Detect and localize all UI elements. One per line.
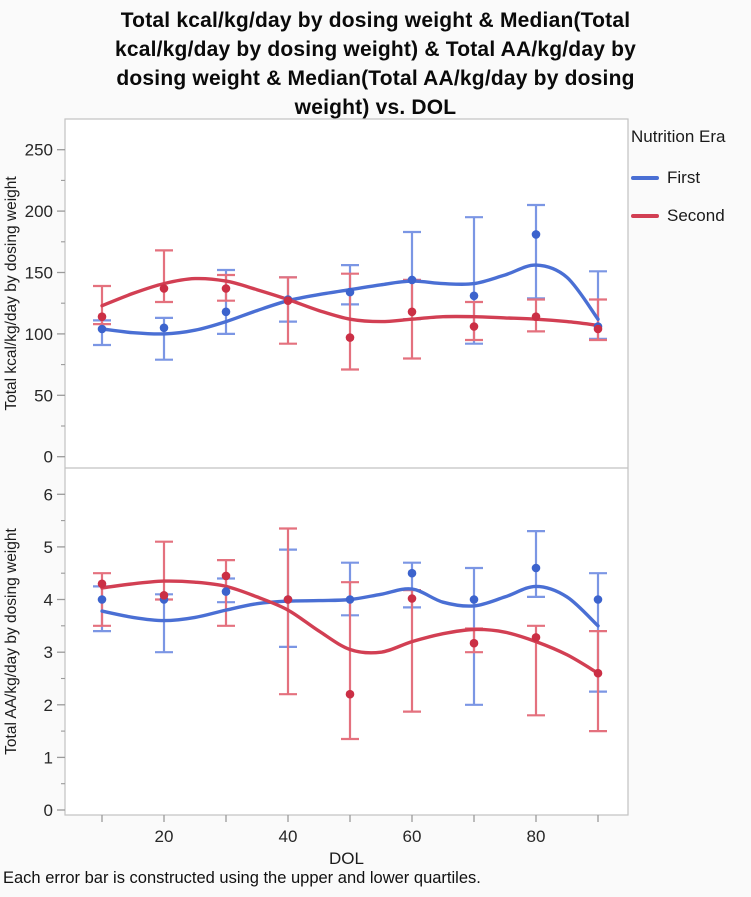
svg-text:200: 200 (25, 202, 53, 221)
svg-text:1: 1 (44, 748, 53, 767)
svg-text:20: 20 (155, 827, 174, 846)
svg-text:2: 2 (44, 696, 53, 715)
chart-title-line: kcal/kg/day by dosing weight) & Total AA… (114, 38, 637, 61)
legend-item-first: First (631, 167, 725, 189)
svg-text:100: 100 (25, 325, 53, 344)
svg-text:Total AA/kg/day by dosing weig: Total AA/kg/day by dosing weight (3, 528, 20, 755)
svg-text:Total kcal/kg/day by dosing we: Total kcal/kg/day by dosing weight (3, 176, 20, 411)
chart-title: Total kcal/kg/day by dosing weight & Med… (0, 6, 751, 122)
legend-title: Nutrition Era (631, 127, 726, 146)
svg-text:60: 60 (403, 827, 422, 846)
chart-title-line: Total kcal/kg/day by dosing weight & Med… (120, 9, 631, 32)
svg-text:3: 3 (44, 643, 53, 662)
svg-text:80: 80 (527, 827, 546, 846)
legend-line-swatch-first (631, 176, 659, 180)
legend-label: Second (667, 206, 725, 225)
svg-text:40: 40 (279, 827, 298, 846)
svg-text:5: 5 (44, 538, 53, 557)
error-bar-footnote: Each error bar is constructed using the … (3, 869, 481, 887)
chart-title-line: dosing weight & Median(Total AA/kg/day b… (116, 67, 635, 90)
legend-label: First (667, 168, 701, 187)
legend-item-second: Second (631, 205, 725, 227)
svg-text:DOL: DOL (329, 849, 364, 868)
svg-text:0: 0 (44, 448, 53, 467)
svg-text:6: 6 (44, 485, 53, 504)
svg-text:0: 0 (44, 801, 53, 820)
svg-text:50: 50 (34, 386, 53, 405)
legend: Nutrition Era First Second (631, 127, 725, 243)
chart-title-line: weight) vs. DOL (294, 96, 457, 119)
svg-text:250: 250 (25, 141, 53, 160)
legend-line-swatch-second (631, 214, 659, 218)
svg-text:4: 4 (44, 591, 53, 610)
svg-text:150: 150 (25, 264, 53, 283)
